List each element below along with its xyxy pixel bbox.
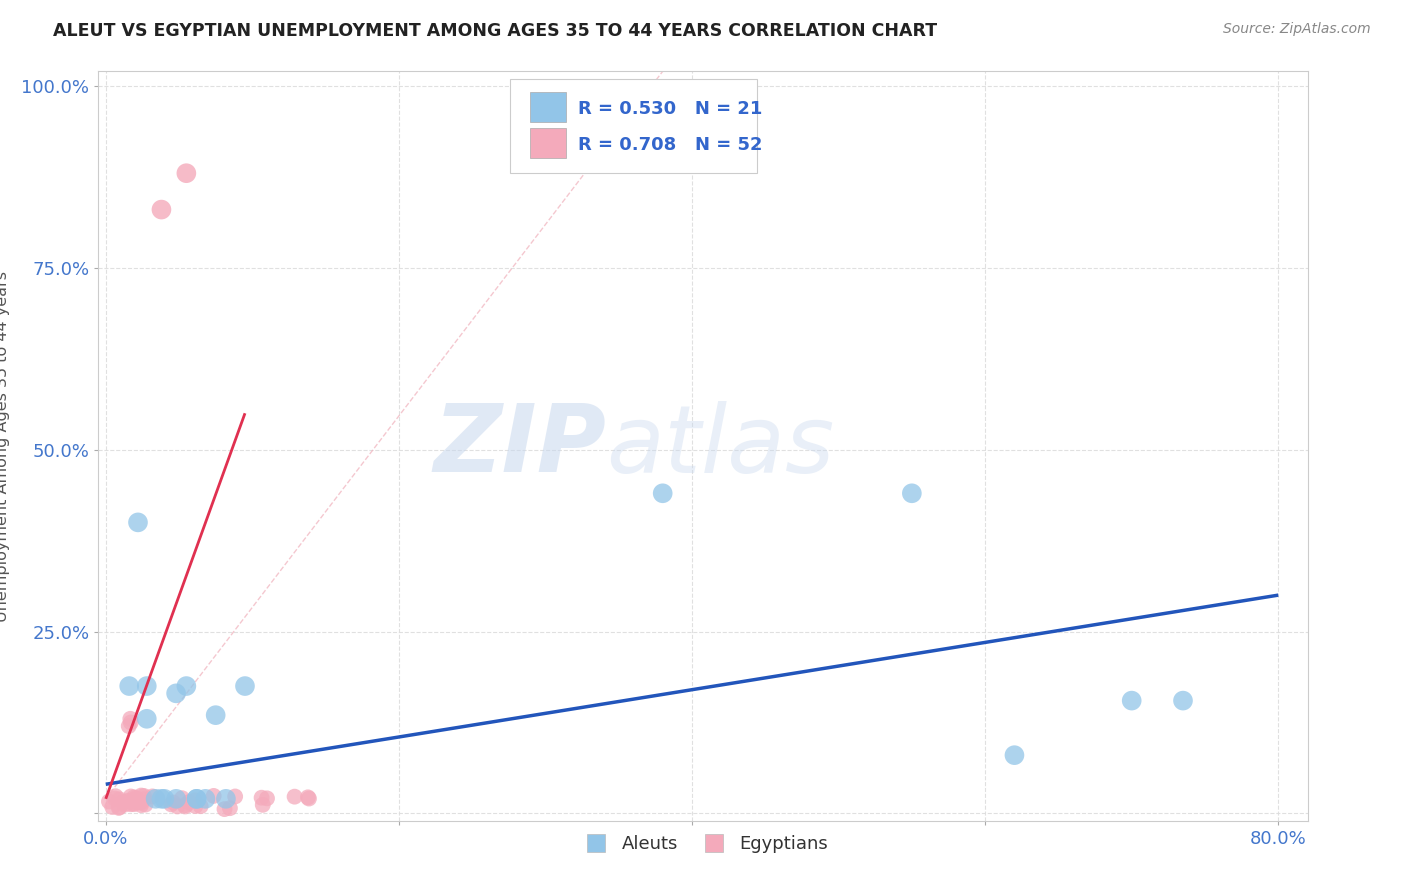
Point [117, 794, 139, 808]
Point [170, 791, 193, 805]
Point [176, 166, 198, 180]
Text: R = 0.530   N = 21: R = 0.530 N = 21 [578, 100, 763, 118]
Point [135, 679, 157, 693]
Point [122, 797, 145, 812]
Point [122, 793, 145, 807]
Point [104, 791, 127, 805]
Point [108, 800, 131, 814]
Y-axis label: Unemployment Among Ages 35 to 44 years: Unemployment Among Ages 35 to 44 years [0, 270, 10, 622]
Point [120, 715, 142, 730]
Point [129, 798, 152, 813]
Point [122, 790, 145, 805]
Text: R = 0.708   N = 52: R = 0.708 N = 52 [578, 136, 763, 153]
Point [127, 794, 149, 808]
Point [166, 799, 188, 814]
Point [145, 792, 167, 806]
Point [256, 791, 278, 805]
Point [252, 797, 274, 812]
Point [174, 798, 197, 813]
Point [97, 794, 120, 808]
Point [184, 793, 207, 807]
Point [120, 789, 142, 804]
Point [160, 797, 183, 812]
Point [107, 801, 129, 815]
Bar [530, 93, 567, 121]
Point [250, 790, 273, 805]
Point [132, 789, 155, 803]
Point [219, 801, 242, 815]
Point [132, 792, 155, 806]
Point [129, 789, 152, 803]
Point [118, 679, 141, 693]
Point [121, 796, 143, 810]
Point [215, 792, 238, 806]
Point [1004, 748, 1026, 763]
Point [204, 708, 226, 723]
Point [153, 792, 176, 806]
Text: Source: ZipAtlas.com: Source: ZipAtlas.com [1223, 22, 1371, 37]
Point [224, 789, 246, 804]
Point [298, 791, 321, 805]
Point [141, 789, 163, 804]
Point [114, 797, 136, 812]
Point [297, 790, 319, 805]
Point [901, 486, 924, 500]
Point [120, 797, 142, 812]
Text: ZIP: ZIP [433, 400, 606, 492]
Legend: Aleuts, Egyptians: Aleuts, Egyptians [571, 828, 835, 860]
Point [186, 792, 208, 806]
Point [651, 486, 673, 500]
Point [135, 712, 157, 726]
FancyBboxPatch shape [509, 78, 758, 172]
Point [150, 202, 173, 217]
Point [1171, 693, 1194, 707]
Point [186, 792, 208, 806]
Point [179, 795, 201, 809]
Point [134, 797, 156, 812]
Point [1121, 693, 1143, 707]
Point [101, 800, 124, 814]
Point [177, 796, 200, 810]
Point [127, 516, 149, 530]
Point [118, 719, 141, 733]
Text: ALEUT VS EGYPTIAN UNEMPLOYMENT AMONG AGES 35 TO 44 YEARS CORRELATION CHART: ALEUT VS EGYPTIAN UNEMPLOYMENT AMONG AGE… [53, 22, 938, 40]
Point [214, 802, 236, 816]
Point [176, 679, 198, 693]
Bar [530, 128, 567, 158]
Point [174, 799, 197, 814]
Text: atlas: atlas [606, 401, 835, 491]
Point [120, 712, 142, 726]
Point [162, 796, 184, 810]
Point [165, 792, 187, 806]
Point [129, 795, 152, 809]
Point [202, 789, 225, 803]
Point [284, 789, 307, 804]
Point [112, 796, 135, 810]
Point [194, 792, 217, 806]
Point [233, 679, 256, 693]
Point [108, 792, 131, 806]
Point [190, 799, 212, 814]
Point [104, 789, 127, 804]
Point [184, 799, 207, 814]
Point [165, 686, 187, 700]
Point [125, 791, 148, 805]
Point [150, 792, 173, 806]
Point [129, 796, 152, 810]
